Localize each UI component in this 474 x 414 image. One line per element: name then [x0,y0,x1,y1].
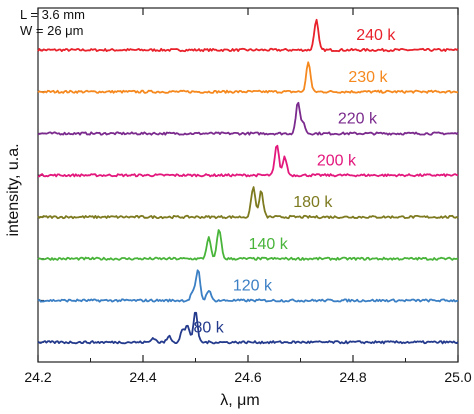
annotation-length: L = 3.6 mm [20,7,85,22]
series-line [37,18,459,53]
series-label: 140 k [249,236,289,253]
series-line [37,269,459,303]
series-line [38,144,458,178]
series-label: 220 k [338,111,378,128]
x-tick-label: 24.2 [24,369,51,385]
x-tick-label: 25.0 [444,369,471,385]
series-label: 240 k [356,27,396,44]
series-label: 200 k [317,152,357,169]
series-line [37,101,459,136]
y-axis-label: intensity, u.a. [5,143,22,236]
x-tick-label: 24.8 [339,369,366,385]
series-line [37,186,459,220]
x-tick-label: 24.6 [234,369,261,385]
series-label: 120 k [233,278,273,295]
series-line [37,311,459,345]
series-line [37,61,459,94]
series-label: 180 k [293,194,333,211]
x-tick-label: 24.4 [129,369,156,385]
annotation-width: W = 26 μm [20,23,83,38]
series-line [37,229,459,261]
x-axis-label: λ, μm [220,392,259,409]
series-label: 80 k [194,319,225,336]
plot-frame [37,7,459,363]
series-label: 230 k [348,69,388,86]
